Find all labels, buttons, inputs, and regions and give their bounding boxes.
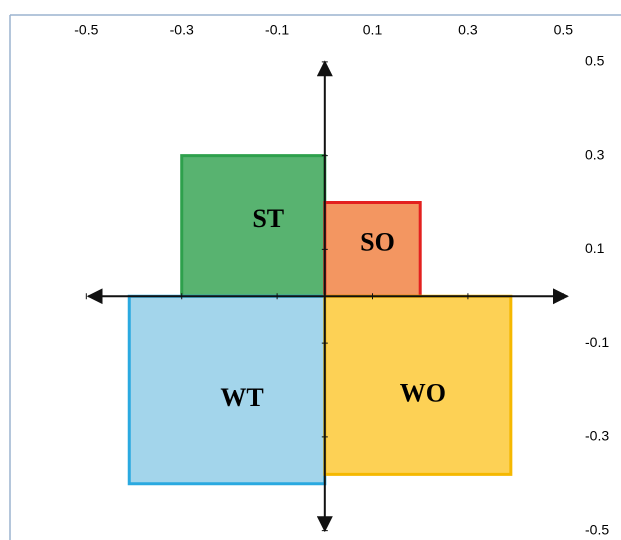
y-tick-label: -0.5	[585, 521, 609, 537]
y-tick-label: 0.1	[585, 240, 605, 256]
x-tick-label: -0.1	[265, 22, 289, 38]
y-tick-label: 0.3	[585, 146, 605, 162]
x-tick-label: 0.3	[458, 22, 478, 38]
x-tick-label: -0.3	[170, 22, 194, 38]
quadrant-box	[323, 201, 422, 298]
quadrant-label: ST	[252, 204, 284, 233]
y-tick-label: -0.3	[585, 428, 609, 444]
quadrant-box	[127, 294, 327, 486]
quadrant-box	[180, 154, 327, 298]
quadrant-label: WO	[400, 378, 446, 407]
x-tick-label: 0.1	[363, 22, 383, 38]
quadrant-label: SO	[360, 227, 395, 256]
x-tick-label: -0.5	[74, 22, 98, 38]
y-tick-label: 0.5	[585, 53, 605, 69]
quadrant-label: WT	[220, 383, 263, 412]
x-tick-label: 0.5	[554, 22, 574, 38]
y-tick-label: -0.1	[585, 334, 609, 350]
